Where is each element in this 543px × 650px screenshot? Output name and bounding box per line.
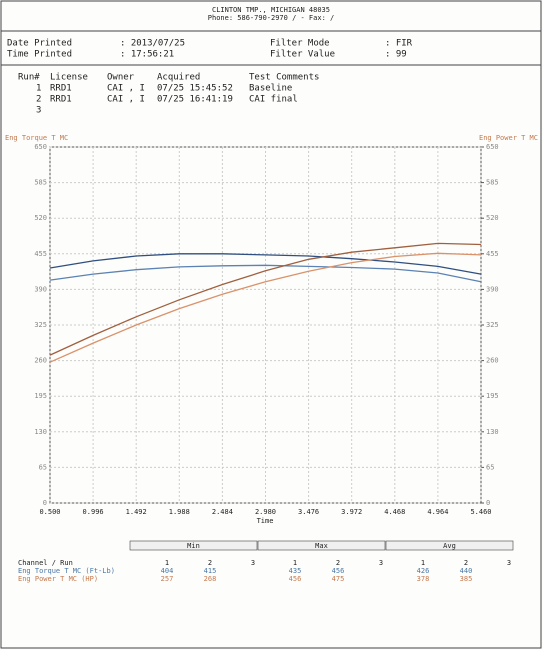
- stats-value: 385: [460, 575, 473, 583]
- header-line: Phone: 586-790-2970 / - Fax: /: [208, 14, 334, 22]
- run-cell: 2: [36, 95, 41, 105]
- info-value: : 2013/07/25: [120, 39, 185, 49]
- run-header: Acquired: [157, 73, 200, 83]
- y2-tick-label: 455: [486, 250, 499, 258]
- stats-value: 440: [460, 567, 473, 575]
- run-cell: 07/25 16:41:19: [157, 95, 233, 105]
- run-cell: Baseline: [249, 84, 292, 94]
- x-tick-label: 3.972: [341, 508, 362, 516]
- x-tick-label: 2.980: [255, 508, 276, 516]
- stats-run: 1: [421, 559, 425, 567]
- stats-header: Channel / Run: [18, 559, 73, 567]
- y2-tick-label: 65: [486, 463, 494, 471]
- x-tick-label: 5.460: [470, 508, 491, 516]
- y-tick-label: 130: [34, 428, 47, 436]
- stats-value: 378: [417, 575, 430, 583]
- stats-group-band: [257, 540, 386, 551]
- run-cell: 1: [36, 84, 41, 94]
- stats-run: 2: [208, 559, 212, 567]
- y2-tick-label: 585: [486, 179, 499, 187]
- stats-run: 2: [336, 559, 340, 567]
- run-cell: RRD1: [50, 95, 72, 105]
- y2-tick-label: 195: [486, 392, 499, 400]
- stats-value: 257: [161, 575, 174, 583]
- y2-tick-label: 520: [486, 214, 499, 222]
- stats-run: 3: [379, 559, 383, 567]
- stats-group-band: [385, 540, 514, 551]
- stats-row-label: Eng Power T MC (HP): [18, 575, 98, 583]
- stats-row-label: Eng Torque T MC (Ft-Lb): [18, 567, 115, 575]
- info-value: : FIR: [385, 39, 413, 49]
- stats-run: 2: [464, 559, 468, 567]
- y2-tick-label: 260: [486, 357, 499, 365]
- info-label: Time Printed: [7, 50, 72, 60]
- y2-tick-label: 390: [486, 285, 499, 293]
- stats-run: 1: [165, 559, 169, 567]
- y2-axis-label: Eng Power T MC: [479, 134, 538, 142]
- run-header: Test Comments: [249, 73, 319, 83]
- run-header: Run#: [18, 73, 40, 83]
- stats-value: 415: [204, 567, 217, 575]
- y-axis-label: Eng Torque T MC: [5, 134, 68, 142]
- series-line: [49, 242, 482, 356]
- info-value: : 99: [385, 50, 407, 60]
- y-tick-label: 65: [39, 463, 47, 471]
- stats-value: 404: [161, 567, 174, 575]
- y2-tick-label: 130: [486, 428, 499, 436]
- info-value: : 17:56:21: [120, 50, 174, 60]
- info-label: Filter Value: [270, 50, 335, 60]
- x-axis-label: Time: [257, 517, 274, 525]
- run-cell: 07/25 15:45:52: [157, 84, 233, 94]
- run-cell: CAI , I: [107, 95, 145, 105]
- x-tick-label: 0.500: [39, 508, 60, 516]
- run-cell: CAI final: [249, 95, 298, 105]
- y-tick-label: 455: [34, 250, 47, 258]
- stats-group: Avg: [443, 542, 456, 550]
- stats-group: Min: [187, 542, 200, 550]
- run-cell: CAI , I: [107, 84, 145, 94]
- y-tick-label: 585: [34, 179, 47, 187]
- x-tick-label: 2.484: [212, 508, 233, 516]
- info-label: Filter Mode: [270, 39, 330, 49]
- y2-tick-label: 325: [486, 321, 499, 329]
- stats-value: 268: [204, 575, 217, 583]
- y-tick-label: 390: [34, 285, 47, 293]
- run-cell: RRD1: [50, 84, 72, 94]
- series-line: [49, 264, 482, 283]
- stats-run: 3: [507, 559, 511, 567]
- x-tick-label: 4.964: [427, 508, 448, 516]
- series-line: [49, 253, 482, 275]
- info-label: Date Printed: [7, 39, 72, 49]
- run-header: License: [50, 73, 88, 83]
- stats-group: Max: [315, 542, 328, 550]
- header-line: CLINTON TMP., MICHIGAN 48035: [212, 6, 330, 14]
- y-tick-label: 325: [34, 321, 47, 329]
- y-tick-label: 0: [43, 499, 47, 507]
- y2-tick-label: 0: [486, 499, 490, 507]
- y-tick-label: 520: [34, 214, 47, 222]
- stats-run: 1: [293, 559, 297, 567]
- run-header: Owner: [107, 73, 135, 83]
- stats-value: 435: [289, 567, 302, 575]
- x-tick-label: 1.492: [126, 508, 147, 516]
- stats-value: 426: [417, 567, 430, 575]
- stats-value: 456: [332, 567, 345, 575]
- y-tick-label: 260: [34, 357, 47, 365]
- series-line: [49, 252, 482, 363]
- y2-tick-label: 650: [486, 143, 499, 151]
- x-tick-label: 4.468: [384, 508, 405, 516]
- x-tick-label: 0.996: [83, 508, 104, 516]
- x-tick-label: 1.988: [169, 508, 190, 516]
- y-tick-label: 195: [34, 392, 47, 400]
- run-cell: 3: [36, 106, 41, 116]
- y-tick-label: 650: [34, 143, 47, 151]
- stats-run: 3: [251, 559, 255, 567]
- stats-value: 475: [332, 575, 345, 583]
- stats-value: 456: [289, 575, 302, 583]
- stats-group-band: [129, 540, 258, 551]
- x-tick-label: 3.476: [298, 508, 319, 516]
